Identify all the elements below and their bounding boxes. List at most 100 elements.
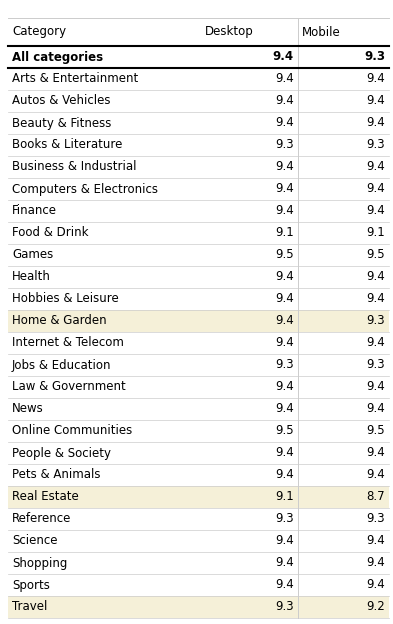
Bar [8, 46, 389, 68]
Text: People & Society: People & Society [12, 447, 111, 459]
Text: 9.4: 9.4 [366, 469, 385, 482]
Text: 9.4: 9.4 [366, 293, 385, 306]
Text: 9.3: 9.3 [275, 600, 294, 613]
Text: Finance: Finance [12, 205, 57, 218]
Text: All categories: All categories [12, 51, 103, 64]
Text: Online Communities: Online Communities [12, 424, 132, 437]
Text: 9.3: 9.3 [366, 359, 385, 371]
Text: Computers & Electronics: Computers & Electronics [12, 182, 158, 195]
Text: 9.4: 9.4 [275, 447, 294, 459]
Text: 9.1: 9.1 [275, 490, 294, 504]
Text: 9.4: 9.4 [275, 336, 294, 349]
Text: 9.4: 9.4 [272, 51, 294, 64]
Text: Food & Drink: Food & Drink [12, 227, 88, 240]
Text: Pets & Animals: Pets & Animals [12, 469, 101, 482]
Text: 9.3: 9.3 [366, 512, 385, 525]
Text: 9.4: 9.4 [275, 469, 294, 482]
Text: 9.4: 9.4 [366, 557, 385, 570]
Text: 9.5: 9.5 [366, 248, 385, 261]
Text: 9.4: 9.4 [275, 72, 294, 85]
Text: 9.1: 9.1 [366, 227, 385, 240]
Text: Shopping: Shopping [12, 557, 67, 570]
Bar [8, 574, 389, 596]
Text: Real Estate: Real Estate [12, 490, 79, 504]
Text: Autos & Vehicles: Autos & Vehicles [12, 94, 110, 107]
Bar [8, 420, 389, 442]
Text: Business & Industrial: Business & Industrial [12, 160, 136, 173]
Text: 9.4: 9.4 [275, 182, 294, 195]
Text: 9.4: 9.4 [366, 381, 385, 394]
Text: 9.5: 9.5 [275, 248, 294, 261]
Text: 9.4: 9.4 [366, 447, 385, 459]
Text: 9.4: 9.4 [366, 182, 385, 195]
Text: 9.4: 9.4 [275, 535, 294, 547]
Text: 9.4: 9.4 [275, 557, 294, 570]
Text: 9.4: 9.4 [366, 117, 385, 130]
Text: Books & Literature: Books & Literature [12, 139, 122, 152]
Text: 9.4: 9.4 [275, 381, 294, 394]
Text: Law & Government: Law & Government [12, 381, 126, 394]
Bar [8, 200, 389, 222]
Text: 9.4: 9.4 [366, 205, 385, 218]
Text: 9.3: 9.3 [366, 139, 385, 152]
Text: 9.5: 9.5 [275, 424, 294, 437]
Text: 9.4: 9.4 [366, 578, 385, 592]
Text: 9.4: 9.4 [366, 72, 385, 85]
Text: Arts & Entertainment: Arts & Entertainment [12, 72, 138, 85]
Text: 9.4: 9.4 [275, 205, 294, 218]
Bar [8, 156, 389, 178]
Text: 9.4: 9.4 [275, 578, 294, 592]
Text: 9.4: 9.4 [366, 336, 385, 349]
Text: 9.4: 9.4 [275, 293, 294, 306]
Text: 9.4: 9.4 [366, 402, 385, 416]
Bar [8, 244, 389, 266]
Text: 9.4: 9.4 [275, 160, 294, 173]
Text: Beauty & Fitness: Beauty & Fitness [12, 117, 111, 130]
Text: Sports: Sports [12, 578, 50, 592]
Text: Internet & Telecom: Internet & Telecom [12, 336, 124, 349]
Bar [8, 508, 389, 530]
Text: 9.3: 9.3 [364, 51, 385, 64]
Text: 9.4: 9.4 [366, 270, 385, 283]
Text: 9.4: 9.4 [275, 94, 294, 107]
Bar [8, 354, 389, 376]
Bar [8, 134, 389, 156]
Bar [8, 464, 389, 486]
Text: 9.1: 9.1 [275, 227, 294, 240]
Bar [8, 442, 389, 464]
Text: News: News [12, 402, 44, 416]
Text: Reference: Reference [12, 512, 72, 525]
Bar [8, 486, 389, 508]
Text: 9.4: 9.4 [275, 314, 294, 328]
Bar [8, 398, 389, 420]
Text: 9.5: 9.5 [366, 424, 385, 437]
Bar [8, 266, 389, 288]
Text: Category: Category [12, 26, 66, 39]
Text: Science: Science [12, 535, 57, 547]
Text: 9.3: 9.3 [275, 512, 294, 525]
Text: 9.3: 9.3 [275, 359, 294, 371]
Text: Travel: Travel [12, 600, 48, 613]
Bar [8, 112, 389, 134]
Text: Desktop: Desktop [204, 26, 253, 39]
Bar [8, 552, 389, 574]
Text: Jobs & Education: Jobs & Education [12, 359, 112, 371]
Text: 9.3: 9.3 [275, 139, 294, 152]
Text: 9.4: 9.4 [366, 535, 385, 547]
Text: Health: Health [12, 270, 51, 283]
Bar [8, 596, 389, 618]
Text: Hobbies & Leisure: Hobbies & Leisure [12, 293, 119, 306]
Bar [8, 18, 389, 46]
Bar [8, 222, 389, 244]
Text: 9.4: 9.4 [275, 402, 294, 416]
Text: Mobile: Mobile [301, 26, 340, 39]
Bar [8, 178, 389, 200]
Bar [8, 332, 389, 354]
Bar [8, 68, 389, 90]
Text: 9.2: 9.2 [366, 600, 385, 613]
Text: 9.4: 9.4 [366, 160, 385, 173]
Bar [8, 530, 389, 552]
Text: 9.3: 9.3 [366, 314, 385, 328]
Bar [8, 90, 389, 112]
Bar [8, 288, 389, 310]
